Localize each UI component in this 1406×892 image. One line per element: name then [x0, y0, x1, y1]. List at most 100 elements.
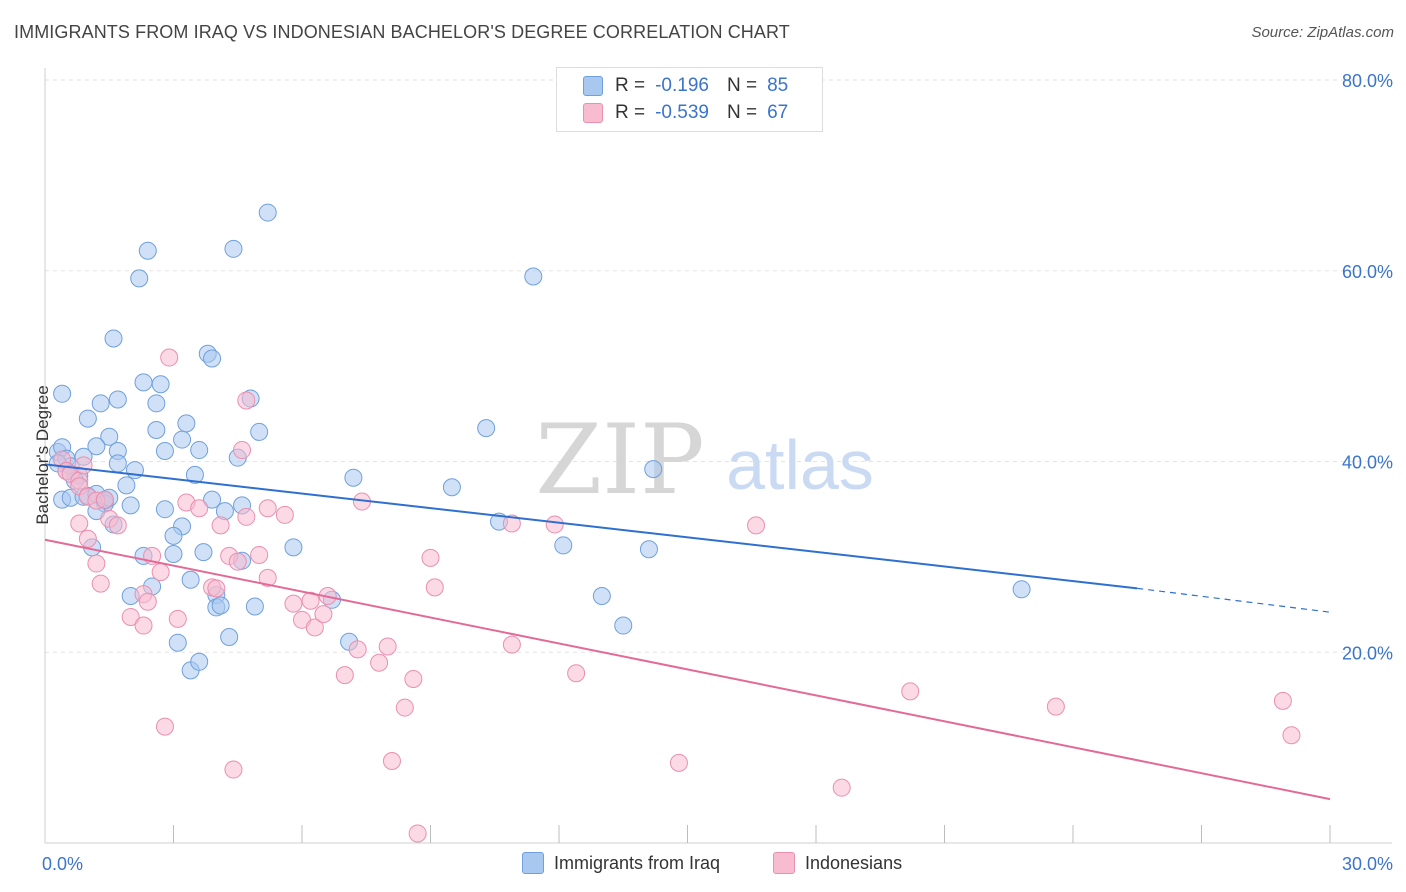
data-point-iraq: [245, 597, 264, 616]
data-point-iraq: [155, 500, 174, 519]
data-point-iraq: [258, 203, 277, 222]
data-point-indonesians: [404, 669, 423, 688]
data-point-iraq: [108, 390, 127, 409]
data-point-iraq: [639, 540, 658, 559]
y-tick-label: 80.0%: [1342, 71, 1393, 91]
data-point-indonesians: [211, 516, 230, 535]
data-point-indonesians: [502, 514, 521, 533]
data-point-iraq: [151, 375, 170, 394]
trend-line-iraq: [44, 463, 1138, 590]
data-point-iraq: [203, 349, 222, 368]
data-point-indonesians: [382, 751, 401, 770]
data-point-iraq: [211, 596, 230, 615]
data-point-iraq: [104, 329, 123, 348]
series-indonesians-points: [53, 348, 1301, 843]
data-point-iraq: [190, 652, 209, 671]
data-point-indonesians: [95, 490, 114, 509]
data-point-indonesians: [669, 753, 688, 772]
data-point-indonesians: [832, 778, 851, 797]
legend-label-indonesians: Indonesians: [805, 852, 903, 873]
data-point-indonesians: [237, 507, 256, 526]
data-point-iraq: [592, 586, 611, 605]
data-point-iraq: [53, 384, 72, 403]
data-point-indonesians: [284, 594, 303, 613]
data-point-indonesians: [335, 666, 354, 685]
data-point-iraq: [130, 269, 149, 288]
legend-item-indonesians[interactable]: Indonesians: [773, 852, 902, 874]
data-point-iraq: [185, 465, 204, 484]
data-point-indonesians: [1273, 691, 1292, 710]
data-point-iraq: [91, 394, 110, 413]
data-point-indonesians: [378, 637, 397, 656]
data-point-iraq: [117, 476, 136, 495]
legend-swatch-indonesians: [583, 103, 603, 123]
data-point-iraq: [190, 441, 209, 460]
legend-swatch-indonesians: [773, 852, 795, 874]
data-point-indonesians: [1282, 726, 1301, 745]
data-point-indonesians: [1046, 697, 1065, 716]
watermark-zip: ZIP: [535, 404, 704, 516]
y-tick-label: 20.0%: [1342, 643, 1393, 663]
data-point-iraq: [164, 526, 183, 545]
axes: [44, 68, 1392, 844]
data-point-indonesians: [151, 563, 170, 582]
data-point-indonesians: [108, 516, 127, 535]
data-point-iraq: [442, 478, 461, 497]
data-point-iraq: [194, 543, 213, 562]
legend-stats: R = -0.196 N = 85 R = -0.539 N = 67: [556, 67, 823, 132]
data-point-indonesians: [747, 516, 766, 535]
data-point-indonesians: [567, 664, 586, 683]
data-point-indonesians: [138, 592, 157, 611]
data-point-indonesians: [250, 545, 269, 564]
data-point-indonesians: [421, 548, 440, 567]
data-point-indonesians: [155, 717, 174, 736]
data-point-indonesians: [190, 499, 209, 518]
data-point-iraq: [147, 421, 166, 440]
data-point-iraq: [524, 267, 543, 286]
data-point-iraq: [164, 545, 183, 564]
data-point-indonesians: [87, 554, 106, 573]
data-point-indonesians: [370, 653, 389, 672]
data-point-indonesians: [207, 579, 226, 598]
legend-n-label: N =: [726, 75, 758, 96]
data-point-iraq: [108, 454, 127, 473]
data-point-iraq: [554, 536, 573, 555]
tick-labels: 20.0% 40.0% 60.0% 80.0% 0.0% 30.0%: [42, 71, 1393, 874]
data-point-indonesians: [160, 348, 179, 367]
data-point-iraq: [614, 616, 633, 635]
data-point-indonesians: [545, 515, 564, 534]
legend-n-value: 67: [767, 102, 789, 123]
data-point-iraq: [168, 633, 187, 652]
data-point-indonesians: [228, 552, 247, 571]
legend-n-label: N =: [726, 102, 758, 123]
data-point-indonesians: [168, 609, 187, 628]
watermark-atlas: atlas: [726, 426, 874, 504]
data-point-iraq: [477, 419, 496, 438]
trend-lines: [44, 463, 1331, 801]
data-point-indonesians: [237, 391, 256, 410]
data-point-indonesians: [134, 616, 153, 635]
data-point-indonesians: [91, 574, 110, 593]
data-point-iraq: [644, 460, 663, 479]
data-point-iraq: [78, 409, 97, 428]
data-point-indonesians: [224, 760, 243, 779]
data-point-indonesians: [425, 578, 444, 597]
legend-r-value: -0.196: [655, 75, 709, 96]
data-point-iraq: [173, 430, 192, 449]
trend-line-iraq-extension: [1137, 587, 1331, 613]
data-point-iraq: [134, 373, 153, 392]
data-point-indonesians: [258, 568, 277, 587]
legend-r-value: -0.539: [655, 102, 709, 123]
data-point-indonesians: [305, 618, 324, 637]
data-point-iraq: [138, 241, 157, 260]
data-point-indonesians: [901, 682, 920, 701]
chart-title: IMMIGRANTS FROM IRAQ VS INDONESIAN BACHE…: [14, 22, 790, 42]
data-point-iraq: [220, 627, 239, 646]
data-point-iraq: [1012, 580, 1031, 599]
legend-item-iraq[interactable]: Immigrants from Iraq: [522, 852, 720, 874]
data-point-indonesians: [78, 529, 97, 548]
data-point-indonesians: [395, 698, 414, 717]
legend-swatch-iraq: [522, 852, 544, 874]
data-point-indonesians: [233, 441, 252, 460]
data-point-indonesians: [314, 605, 333, 624]
